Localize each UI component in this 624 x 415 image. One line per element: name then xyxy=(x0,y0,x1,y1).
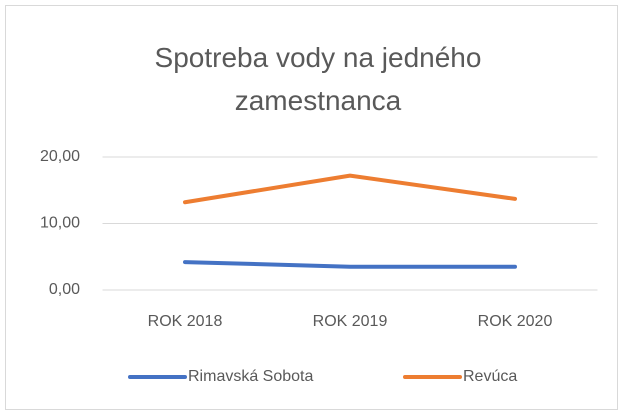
chart-border xyxy=(5,5,618,410)
legend-label: Revúca xyxy=(463,368,517,385)
y-tick-label: 10,00 xyxy=(40,215,80,232)
data-line xyxy=(183,173,517,205)
x-tick-label: ROK 2018 xyxy=(148,313,223,330)
y-tick-label: 20,00 xyxy=(40,148,80,165)
legend-label: Rimavská Sobota xyxy=(188,368,313,385)
y-tick-label: 0,00 xyxy=(49,281,80,298)
x-tick-label: ROK 2020 xyxy=(478,313,553,330)
chart-title: Spotreba vody na jedného zamestnanca xyxy=(154,42,482,116)
x-tick-label: ROK 2019 xyxy=(313,313,388,330)
data-line xyxy=(183,260,517,269)
